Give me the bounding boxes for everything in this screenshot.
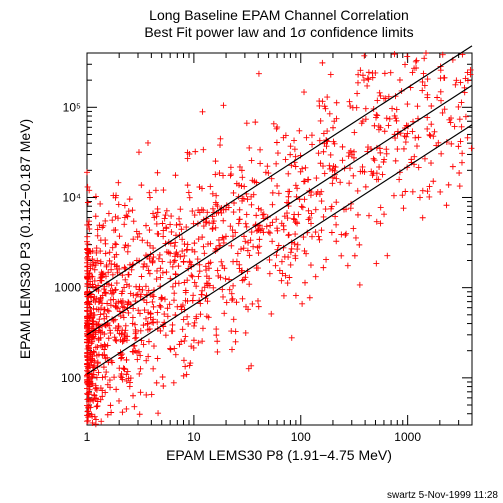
- x-tick-label: 1000: [394, 430, 421, 444]
- chart-title-line2: Best Fit power law and 1σ confidence lim…: [144, 24, 413, 40]
- x-tick-label: 1: [84, 430, 91, 444]
- x-tick-label: 10: [187, 430, 201, 444]
- fit-line: [87, 125, 472, 374]
- fit-line: [87, 46, 472, 296]
- correlation-scatter-chart: Long Baseline EPAM Channel Correlation B…: [0, 0, 503, 503]
- y-tick-label: 10⁴: [62, 190, 81, 204]
- chart-title-line1: Long Baseline EPAM Channel Correlation: [149, 7, 409, 23]
- plot-frame: [87, 53, 472, 425]
- x-tick-label: 100: [291, 430, 311, 444]
- fit-line: [87, 85, 472, 334]
- y-tick-label: 10⁵: [63, 100, 81, 114]
- y-tick-label: 1000: [54, 281, 81, 295]
- y-axis-label: EPAM LEMS30 P3 (0.112−0.187 MeV): [17, 119, 33, 359]
- y-tick-label: 100: [61, 371, 81, 385]
- footer-text: swartz 5-Nov-1999 11:28: [387, 490, 498, 501]
- x-axis-label: EPAM LEMS30 P8 (1.91−4.75 MeV): [166, 447, 392, 463]
- ticks-group: [87, 53, 472, 425]
- scatter-points: [84, 50, 474, 427]
